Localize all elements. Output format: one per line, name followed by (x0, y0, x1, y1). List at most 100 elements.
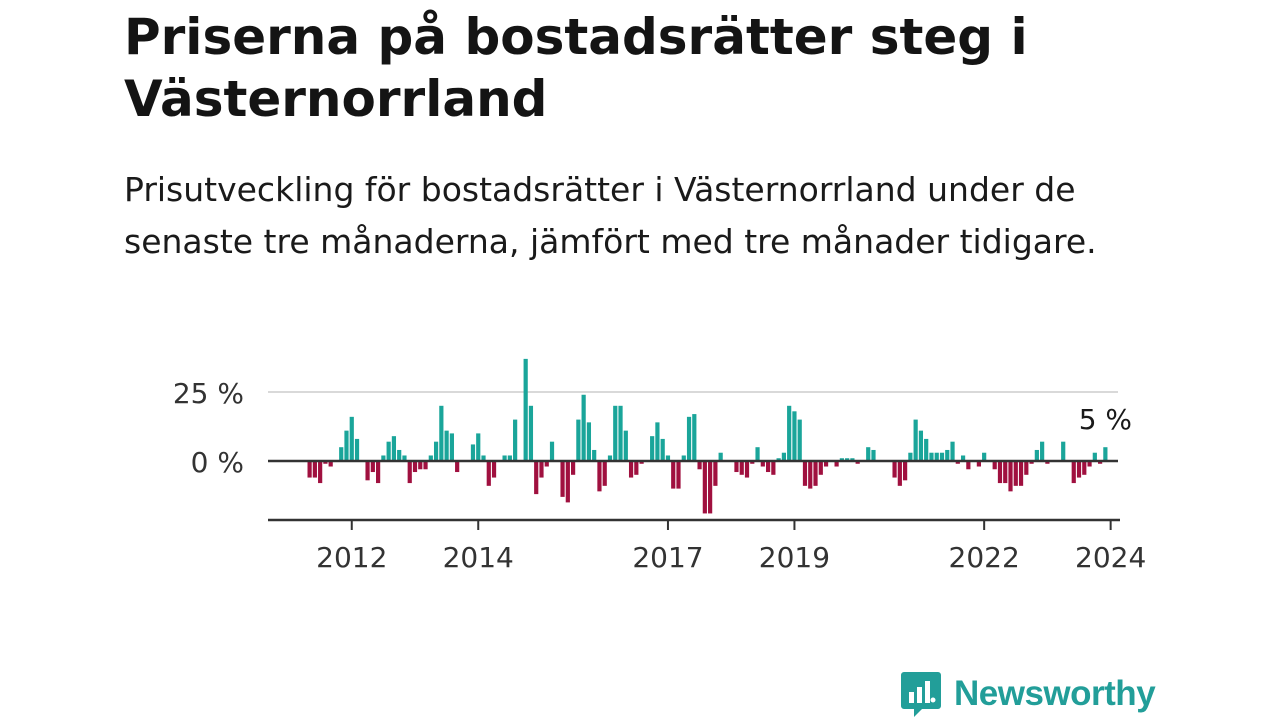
bar (739, 461, 744, 475)
bar (613, 405, 618, 461)
bar (992, 461, 997, 470)
brand-name: Newsworthy (954, 674, 1156, 713)
bar (349, 416, 354, 461)
bar (818, 461, 823, 475)
bar (924, 438, 929, 461)
bar (433, 441, 439, 461)
bar (318, 461, 323, 484)
bar (581, 394, 586, 461)
bar (681, 455, 686, 461)
bar (528, 405, 534, 461)
bar (960, 455, 966, 461)
bar (797, 419, 802, 461)
bar (792, 411, 797, 461)
bar (513, 419, 518, 461)
bar (412, 461, 418, 473)
bar (481, 455, 486, 461)
x-tick-label: 2022 (949, 541, 1020, 574)
bar (929, 452, 934, 461)
bar (618, 405, 623, 461)
x-axis-ticks: 2012 2014 2017 2019 2022 2024 (316, 520, 1146, 574)
bar (476, 433, 481, 461)
bar (855, 461, 860, 464)
bar (628, 461, 634, 478)
bar (1040, 441, 1045, 461)
bar (370, 461, 375, 473)
bar (765, 461, 771, 473)
bar (1071, 461, 1076, 484)
bar (523, 358, 528, 461)
bar (1092, 452, 1097, 461)
bar (1045, 461, 1050, 464)
bar (908, 452, 913, 461)
bar (955, 461, 960, 464)
bar (850, 458, 855, 461)
bar (871, 449, 876, 461)
bar (1098, 461, 1103, 464)
x-axis (268, 459, 1120, 522)
bar (339, 447, 344, 461)
bar (444, 430, 449, 461)
bar (544, 461, 549, 467)
bar (918, 430, 924, 461)
newsworthy-chart-bubble-icon (901, 672, 941, 717)
bar (455, 461, 460, 473)
bar (744, 461, 750, 478)
bar (1103, 447, 1108, 461)
bar (903, 461, 908, 481)
bar (549, 441, 555, 461)
x-tick-label: 2012 (316, 541, 387, 574)
bar (1013, 461, 1018, 486)
bar (423, 461, 428, 470)
bar (897, 461, 902, 486)
bar (702, 461, 707, 514)
bar (539, 461, 544, 478)
bar (376, 461, 381, 484)
bar (781, 452, 786, 461)
bar (397, 449, 402, 461)
bar (982, 452, 987, 461)
bar (391, 436, 397, 461)
bar (565, 461, 570, 503)
bar (328, 461, 333, 467)
x-tick-label: 2014 (443, 541, 514, 574)
y-axis-ticks: 0 % 25 % (173, 377, 244, 479)
bar (660, 438, 665, 461)
bar (1018, 461, 1024, 486)
bar (802, 461, 808, 486)
bar (771, 461, 776, 475)
bar (776, 458, 781, 461)
bar (939, 452, 945, 461)
bar (1076, 461, 1082, 478)
bar (839, 458, 844, 461)
bar (713, 461, 718, 486)
newsworthy-logo: Newsworthy (900, 670, 1156, 718)
bar (623, 430, 628, 461)
bar (665, 455, 671, 461)
bar (602, 461, 607, 486)
bar (655, 422, 660, 461)
x-tick-label: 2024 (1075, 541, 1146, 574)
bar (323, 461, 328, 464)
bar (650, 436, 655, 461)
bar (560, 461, 565, 497)
bar (534, 461, 539, 495)
bar (945, 449, 950, 461)
bar (950, 441, 955, 461)
bar (307, 461, 312, 478)
bar (365, 461, 370, 481)
bar (676, 461, 681, 489)
y-tick-label: 0 % (191, 446, 244, 479)
bar (934, 452, 939, 461)
bar (344, 430, 349, 461)
bar (997, 461, 1003, 484)
bar (354, 438, 360, 461)
bar (607, 455, 613, 461)
bar (402, 455, 407, 461)
bar (571, 461, 576, 475)
bar (428, 455, 433, 461)
bar (692, 414, 697, 461)
bar (592, 449, 597, 461)
bar (407, 461, 412, 484)
